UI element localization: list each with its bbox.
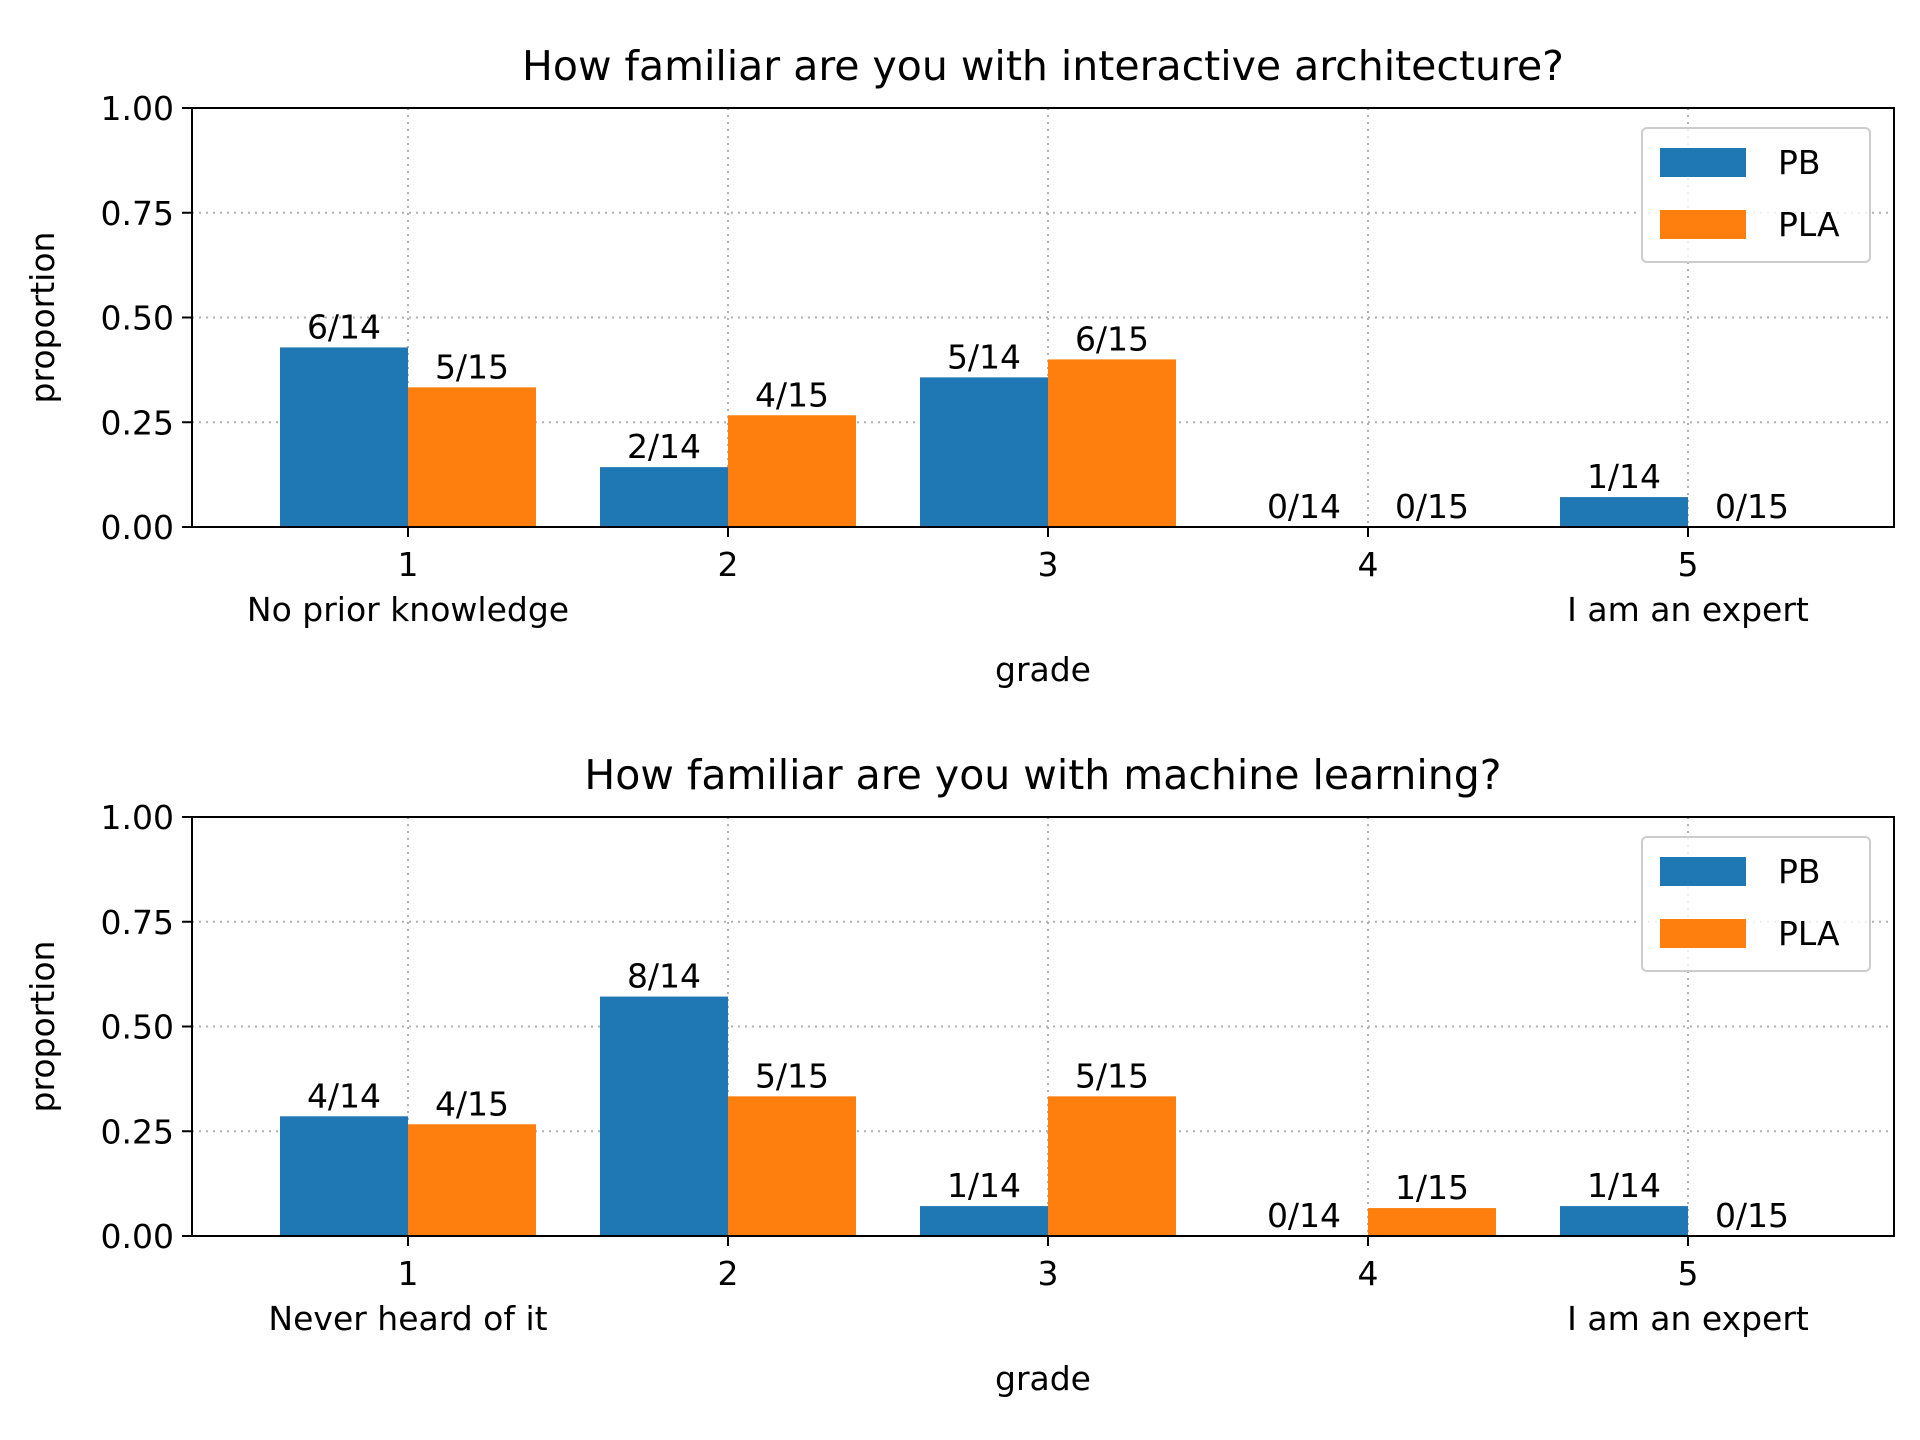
bar-pla-3 [1048,359,1176,527]
x-note-first: No prior knowledge [247,590,569,629]
y-tick-label: 0.50 [101,299,174,338]
chart-title: How familiar are you with interactive ar… [522,42,1564,90]
x-tick-label: 5 [1678,545,1699,584]
y-tick-label: 0.00 [101,1217,174,1256]
bar-pla-3 [1048,1096,1176,1236]
bar-value-label: 1/14 [1587,457,1661,496]
x-tick-label: 4 [1358,545,1379,584]
chart-title: How familiar are you with machine learni… [584,751,1501,799]
x-axis-label: grade [995,650,1091,689]
bar-pb-1 [280,1116,408,1236]
bar-value-label: 4/14 [307,1076,381,1115]
bar-pb-5 [1560,497,1688,527]
bar-pla-4 [1368,1208,1496,1236]
bar-value-label: 1/14 [947,1166,1021,1205]
bar-value-label: 2/14 [627,427,701,466]
y-axis-label: proportion [23,941,62,1113]
bar-pb-3 [920,1206,1048,1236]
bar-pb-2 [600,996,728,1236]
bar-pb-1 [280,347,408,527]
bar-pla-1 [408,1124,536,1236]
x-tick-label: 5 [1678,1254,1699,1293]
y-tick-label: 0.50 [101,1008,174,1047]
bar-value-label: 5/14 [947,337,1021,376]
legend-label-pb: PB [1778,143,1821,182]
bar-value-label: 0/14 [1267,487,1341,526]
legend-label-pb: PB [1778,852,1821,891]
x-axis-label: grade [995,1359,1091,1398]
bar-value-label: 0/15 [1715,1196,1789,1235]
chart-1: 6/14 2/14 5/14 0/14 1/14 5/15 4/15 6/15 0/15 0/15… [23,42,1895,689]
y-tick-label: 0.75 [101,903,174,942]
bar-value-label: 0/15 [1395,487,1469,526]
bar-value-label: 6/15 [1075,319,1149,358]
bar-value-label: 1/14 [1587,1166,1661,1205]
x-tick-label: 1 [398,1254,419,1293]
x-note-last: I am an expert [1567,590,1809,629]
y-tick-label: 1.00 [101,89,174,128]
y-tick-label: 1.00 [101,798,174,837]
bar-value-label: 0/15 [1715,487,1789,526]
bar-value-label: 0/14 [1267,1196,1341,1235]
y-axis-label: proportion [23,232,62,404]
legend-swatch-pb [1660,148,1746,177]
x-tick-label: 3 [1038,545,1059,584]
x-note-last: I am an expert [1567,1299,1809,1338]
bar-pla-1 [408,387,536,527]
y-tick-label: 0.25 [101,403,174,442]
y-tick-label: 0.25 [101,1112,174,1151]
x-tick-label: 2 [718,1254,739,1293]
bar-value-label: 1/15 [1395,1168,1469,1207]
x-tick-label: 2 [718,545,739,584]
bar-pb-2 [600,467,728,527]
chart-2: 4/14 8/14 1/14 0/14 1/14 4/15 5/15 5/15 1/15 0/15… [23,751,1895,1398]
bar-value-label: 4/15 [435,1084,509,1123]
bar-pla-2 [728,1096,856,1236]
bar-pb-3 [920,377,1048,527]
x-tick-label: 1 [398,545,419,584]
y-tick-label: 0.75 [101,194,174,233]
legend: PB PLA [1641,836,1871,972]
y-tick-label: 0.00 [101,508,174,547]
bar-value-label: 5/15 [755,1056,829,1095]
legend-swatch-pb [1660,857,1746,886]
legend-label-pla: PLA [1778,205,1840,244]
bar-value-label: 5/15 [435,347,509,386]
bar-value-label: 6/14 [307,307,381,346]
legend-swatch-pla [1660,919,1746,948]
bar-pla-2 [728,415,856,527]
bar-value-label: 8/14 [627,957,701,996]
x-tick-label: 4 [1358,1254,1379,1293]
legend: PB PLA [1641,127,1871,263]
legend-swatch-pla [1660,210,1746,239]
x-tick-label: 3 [1038,1254,1059,1293]
legend-label-pla: PLA [1778,914,1840,953]
bar-value-label: 4/15 [755,375,829,414]
bar-value-label: 5/15 [1075,1056,1149,1095]
bar-pb-5 [1560,1206,1688,1236]
x-note-first: Never heard of it [268,1299,547,1338]
